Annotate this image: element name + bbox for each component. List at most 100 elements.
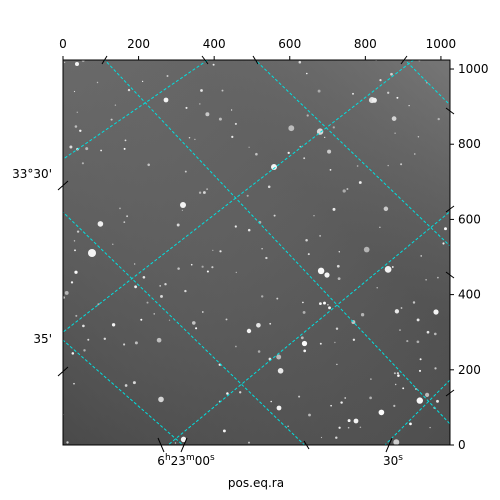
- star: [402, 387, 405, 390]
- bright-star: [88, 249, 96, 257]
- star: [267, 185, 271, 189]
- star: [436, 399, 439, 403]
- star: [201, 311, 204, 313]
- x-pixel-tick-label: 1000: [426, 37, 457, 51]
- star: [429, 426, 431, 429]
- star: [219, 250, 222, 253]
- star: [416, 318, 420, 322]
- star: [416, 397, 423, 404]
- star: [327, 303, 329, 306]
- star: [324, 136, 326, 139]
- star: [79, 129, 82, 133]
- star: [332, 126, 335, 129]
- star: [399, 329, 401, 331]
- star: [393, 404, 396, 407]
- star: [287, 425, 289, 427]
- star: [320, 436, 323, 439]
- bright-star: [271, 164, 277, 170]
- star: [317, 267, 325, 275]
- star: [222, 429, 226, 433]
- ra-tick-mark: [180, 437, 188, 453]
- star: [287, 151, 290, 155]
- star: [383, 206, 389, 212]
- star: [140, 318, 143, 321]
- grid-line: [404, 60, 450, 106]
- star: [352, 92, 354, 95]
- star: [123, 147, 126, 150]
- star: [298, 60, 302, 64]
- star: [239, 391, 242, 394]
- ra-tick-label: 6h23m00s: [157, 453, 215, 468]
- ra-axis: 6h23m00s 30s: [157, 437, 403, 468]
- star: [226, 392, 229, 395]
- x-pixel-tick-label: 800: [354, 37, 377, 51]
- star: [134, 263, 136, 265]
- grid-line: [104, 60, 450, 425]
- grid-line: [63, 60, 415, 333]
- star: [141, 80, 144, 83]
- star: [70, 281, 74, 284]
- star: [230, 109, 233, 111]
- y-pixel-tick-label: 1000: [458, 62, 489, 76]
- star: [396, 372, 400, 375]
- star: [400, 307, 403, 309]
- star: [97, 303, 100, 306]
- star: [181, 209, 184, 211]
- y-pixel-tick-label: 0: [458, 438, 466, 452]
- star: [308, 413, 311, 417]
- star: [265, 256, 268, 260]
- star: [338, 426, 341, 429]
- x-pixel-tick-label: 600: [278, 37, 301, 51]
- star: [96, 81, 99, 84]
- star: [437, 276, 439, 279]
- edge-tick: [445, 205, 455, 213]
- x-pixel-axis: 0 200 400 600 800 1000: [59, 37, 456, 60]
- star: [379, 226, 381, 228]
- star: [124, 384, 128, 387]
- ra-tick-part: s: [398, 453, 403, 463]
- star: [426, 330, 430, 334]
- star: [376, 287, 378, 289]
- star: [393, 439, 400, 445]
- star: [408, 105, 410, 107]
- star: [425, 392, 430, 397]
- coordinate-grid: [63, 60, 450, 445]
- star: [261, 248, 263, 250]
- star: [394, 132, 396, 135]
- star: [184, 289, 187, 293]
- star: [176, 223, 180, 227]
- star: [73, 382, 75, 385]
- x-pixel-tick-label: 200: [127, 37, 150, 51]
- star: [391, 266, 394, 268]
- star: [247, 228, 251, 232]
- star: [218, 117, 222, 121]
- star: [306, 114, 309, 117]
- star: [391, 116, 397, 121]
- star: [306, 72, 308, 75]
- star: [270, 400, 273, 403]
- star: [444, 227, 447, 231]
- x-pixel-tick-label: 0: [59, 37, 67, 51]
- star: [360, 313, 365, 317]
- dec-tick-mark: [57, 180, 69, 191]
- star: [142, 276, 146, 279]
- ra-tick-label: 30s: [383, 453, 403, 468]
- star: [110, 118, 113, 121]
- star: [319, 342, 322, 345]
- bright-star: [75, 62, 79, 66]
- star: [425, 279, 427, 281]
- ra-tick-part: 6: [157, 454, 165, 468]
- star: [82, 324, 85, 328]
- star: [416, 340, 420, 344]
- star: [417, 136, 420, 138]
- star: [313, 215, 315, 217]
- star: [234, 122, 237, 125]
- edge-tick: [445, 107, 455, 115]
- star: [195, 327, 198, 330]
- edge-tick: [445, 271, 455, 279]
- star: [235, 271, 237, 274]
- y-pixel-tick-label: 600: [458, 212, 481, 226]
- star: [356, 165, 359, 167]
- star: [158, 396, 164, 403]
